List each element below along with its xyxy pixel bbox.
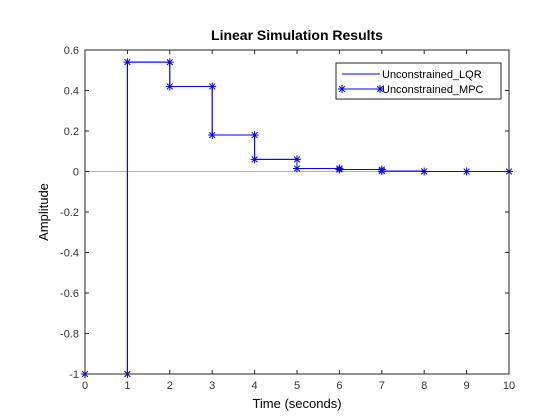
legend-asterisk-right	[376, 85, 384, 93]
y-tick-label: -0.2	[60, 207, 79, 219]
mpc-step-marker	[165, 58, 174, 67]
legend-label-mpc: Unconstrained_MPC	[382, 84, 484, 96]
legend-box	[335, 62, 502, 100]
x-tick-label: 6	[336, 380, 342, 392]
mpc-point-marker	[250, 155, 259, 164]
x-tick-label: 9	[464, 380, 470, 392]
y-tick-label: -1	[69, 369, 79, 381]
y-axis-title: Amplitude	[36, 183, 51, 241]
mpc-point-marker	[293, 164, 301, 173]
mpc-step-marker	[377, 165, 386, 174]
y-tick-label: 0.6	[64, 45, 79, 57]
y-tick-label: -0.4	[60, 248, 79, 260]
mpc-step-marker	[293, 155, 301, 164]
x-tick-label: 4	[252, 380, 258, 392]
x-tick-label: 0	[82, 380, 88, 392]
mpc-step-marker	[335, 164, 344, 173]
mpc-point-marker	[420, 167, 429, 176]
plot-area	[85, 50, 509, 374]
x-axis-title: Time (seconds)	[252, 396, 341, 411]
chart-title: Linear Simulation Results	[211, 27, 383, 43]
y-tick-label: 0.2	[64, 126, 79, 138]
mpc-point-marker	[462, 167, 471, 176]
x-tick-label: 5	[294, 380, 300, 392]
x-tick-label: 1	[124, 380, 130, 392]
x-tick-label: 10	[503, 380, 515, 392]
mpc-step-marker	[208, 82, 217, 91]
y-tick-label: 0	[73, 167, 79, 179]
legend-label-lqr: Unconstrained_LQR	[382, 69, 482, 81]
x-tick-label: 8	[421, 380, 427, 392]
mpc-point-marker	[165, 82, 174, 91]
tick-layer: 0 1 2 3 4 5 6 7 8 9 10 -1 -0.8 -0.6 -0.4 -0.2 0 0.2 0.4 0.6	[60, 45, 515, 392]
y-tick-label: 0.4	[64, 86, 79, 98]
legend-marker-mpc	[338, 85, 384, 93]
mpc-point-marker	[208, 131, 217, 140]
legend-asterisk-left	[338, 85, 346, 93]
x-tick-label: 2	[167, 380, 173, 392]
y-tick-label: -0.6	[60, 288, 79, 300]
mpc-point-marker	[123, 58, 132, 67]
x-tick-label: 3	[209, 380, 215, 392]
mpc-step-marker	[250, 131, 259, 140]
x-tick-label: 7	[379, 380, 385, 392]
y-tick-label: -0.8	[60, 329, 79, 341]
legend: Unconstrained_LQR Unconstrained_MPC	[335, 62, 502, 100]
